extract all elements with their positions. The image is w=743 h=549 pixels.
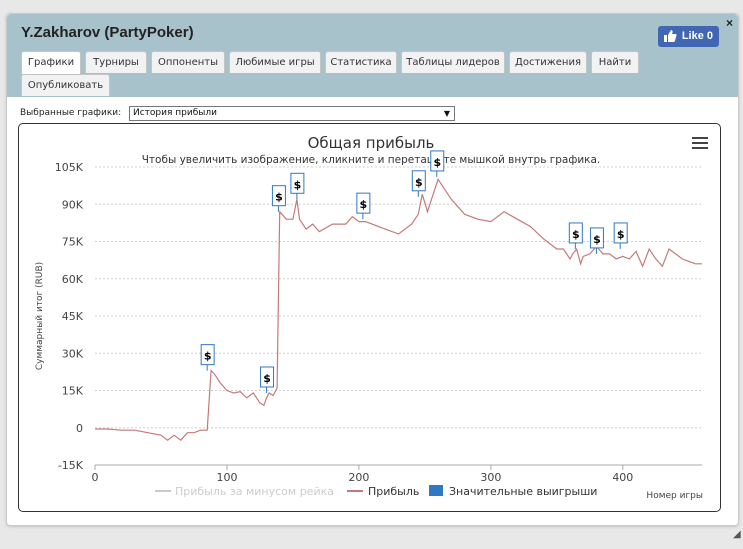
big-win-flag (411, 170, 426, 192)
profit-chart[interactable]: Общая прибыль Чтобы увеличить изображение… (19, 124, 720, 511)
profit-series-line (95, 178, 702, 442)
big-win-flag (200, 344, 215, 366)
thumbs-up-icon (664, 30, 677, 42)
window-header: Y.Zakharov (PartyPoker) × Like 0 Графики… (7, 14, 738, 97)
chart-container[interactable]: Общая прибыль Чтобы увеличить изображение… (18, 123, 721, 512)
big-win-flag (568, 222, 583, 244)
charts-selector-label: Выбранные графики: (20, 108, 122, 118)
x-tick-label: 100 (216, 471, 237, 484)
chart-title: Общая прибыль (308, 134, 435, 152)
y-tick-label: 60K (62, 273, 84, 286)
x-axis-label: Номер игры (646, 491, 703, 501)
big-win-flag (271, 185, 286, 207)
player-window: Y.Zakharov (PartyPoker) × Like 0 Графики… (6, 13, 741, 540)
x-tick-label: 400 (612, 471, 633, 484)
dropdown-arrow-icon: ▼ (443, 109, 450, 118)
big-win-flag-label: $ (294, 178, 302, 191)
legend-rake-label: Прибыль за минусом рейка (175, 485, 334, 498)
tab-favorite-games[interactable]: Любимые игры (229, 51, 321, 73)
tab-statistics[interactable]: Статистика (325, 51, 397, 73)
tab-charts[interactable]: Графики (21, 51, 81, 74)
big-win-flag-label: $ (572, 228, 580, 241)
y-tick-label: 75K (62, 236, 84, 249)
big-win-flag-label: $ (415, 176, 423, 189)
y-tick-label: 105K (55, 161, 84, 174)
y-tick-label: 30K (62, 347, 84, 360)
legend-bigwins-symbol (429, 485, 443, 496)
tab-publish[interactable]: Опубликовать (21, 74, 110, 96)
big-win-flag-label: $ (360, 198, 368, 211)
tab-leaderboards[interactable]: Таблицы лидеров (401, 51, 505, 73)
tab-achievements[interactable]: Достижения (509, 51, 587, 73)
tab-search[interactable]: Найти (591, 51, 639, 73)
big-win-flag-label: $ (204, 350, 212, 363)
big-win-flag-label: $ (263, 372, 271, 385)
x-tick-label: 0 (92, 471, 99, 484)
chart-menu-icon[interactable] (692, 137, 708, 150)
big-win-flag (260, 366, 275, 388)
y-tick-label: 45K (62, 310, 84, 323)
chart-subtitle: Чтобы увеличить изображение, кликните и … (142, 154, 601, 166)
close-icon[interactable]: × (725, 16, 733, 30)
big-win-flag-label: $ (433, 156, 441, 169)
big-win-flag (290, 172, 305, 194)
y-tick-label: 90K (62, 198, 84, 211)
big-win-flag-label: $ (593, 233, 601, 246)
big-win-flag-label: $ (275, 191, 283, 204)
y-tick-label: 15K (62, 385, 84, 398)
big-win-flag-label: $ (617, 228, 625, 241)
window-title: Y.Zakharov (PartyPoker) (21, 24, 194, 41)
resize-handle-icon[interactable]: ◢ (733, 529, 741, 540)
charts-select-value: История прибыли (133, 108, 217, 118)
legend-profit-label: Прибыль (368, 485, 419, 498)
y-axis-label: Суммарный итог (RUB) (35, 262, 45, 370)
like-label: Like 0 (681, 30, 713, 42)
tab-tournaments[interactable]: Турниры (85, 51, 147, 73)
y-tick-label: 0 (76, 422, 83, 435)
big-win-flag (356, 192, 371, 214)
big-win-flag (613, 222, 628, 244)
x-tick-label: 300 (480, 471, 501, 484)
facebook-like-button[interactable]: Like 0 (658, 26, 719, 47)
x-tick-label: 200 (348, 471, 369, 484)
legend-bigwins-label: Значительные выигрыши (449, 485, 597, 498)
y-tick-label: -15K (58, 459, 84, 472)
big-win-flag (589, 227, 604, 249)
tab-opponents[interactable]: Оппоненты (151, 51, 225, 73)
big-win-flag (430, 150, 445, 172)
charts-select[interactable]: История прибыли ▼ (129, 106, 455, 121)
